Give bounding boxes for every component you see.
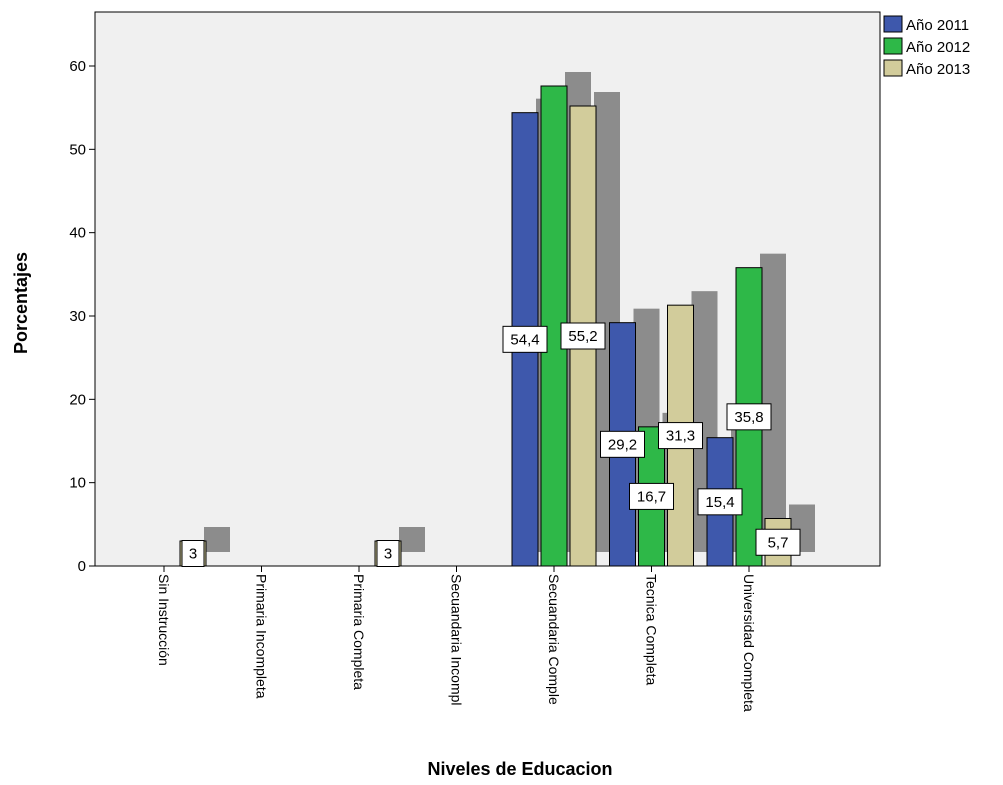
legend: Año 2011 Año 2012 Año 2013 [883, 15, 970, 78]
y-tick-label: 60 [69, 58, 86, 75]
data-label: 15,4 [697, 488, 743, 516]
y-tick-label: 20 [69, 391, 86, 408]
legend-entry: Año 2013 [883, 59, 970, 78]
data-label-box [376, 540, 400, 567]
data-label-box [697, 488, 743, 516]
y-tick-label: 0 [78, 558, 86, 575]
data-label-text: 3 [189, 546, 197, 563]
data-label-text: 15,4 [705, 494, 734, 511]
bar-shadow [760, 253, 786, 552]
legend-label: Año 2012 [906, 39, 970, 56]
data-label-text: 3 [384, 546, 392, 563]
x-category-label: Primaria Incompleta [254, 574, 270, 699]
data-label-box [560, 322, 606, 350]
data-label: 5,7 [755, 528, 801, 556]
legend-label: Año 2011 [906, 17, 969, 34]
y-axis-title: Porcentajes [11, 252, 31, 354]
bar-shadow [204, 527, 230, 552]
x-axis-title: Niveles de Educacion [427, 759, 612, 779]
y-axis: 0 10 20 30 40 50 60 [69, 58, 95, 575]
data-label-text: 35,8 [734, 409, 763, 426]
data-label-box [502, 325, 548, 353]
data-label: 3 [181, 540, 205, 567]
y-tick-label: 10 [69, 475, 86, 492]
x-axis: Sin Instrucción Primaria Incompleta Primar… [156, 566, 757, 712]
x-category-label: Universidad Completa [741, 574, 757, 712]
data-label: 54,4 [502, 325, 548, 353]
data-label-box [726, 403, 772, 431]
legend-entry: Año 2011 [883, 15, 969, 34]
data-label: 35,8 [726, 403, 772, 431]
data-label-box [600, 430, 645, 458]
x-category-label: Primaria Completa [351, 574, 367, 690]
y-tick-label: 40 [69, 225, 86, 242]
y-tick-label: 30 [69, 308, 86, 325]
legend-entry: Año 2012 [883, 37, 970, 56]
data-label: 31,3 [658, 422, 703, 450]
y-tick-label: 50 [69, 141, 86, 158]
legend-swatch [883, 37, 903, 55]
data-label-text: 16,7 [637, 488, 666, 505]
x-category-label: Secuandaria Comple [546, 574, 562, 705]
data-label-text: 5,7 [768, 534, 789, 551]
data-label-text: 55,2 [568, 328, 597, 345]
legend-swatch [883, 15, 903, 33]
x-category-label: Secuandaria Incompl [449, 574, 465, 706]
data-label-box [755, 528, 801, 556]
data-label: 29,2 [600, 430, 645, 458]
x-category-label: Sin Instrucción [156, 574, 172, 666]
data-label-box [181, 540, 205, 567]
data-label-text: 31,3 [666, 428, 695, 445]
legend-label: Año 2013 [906, 61, 970, 78]
data-labels: 54,4 29,2 15,4 16,7 35,8 3 3 55,2 31,3 5,7 [181, 322, 801, 567]
data-label-box [629, 482, 674, 510]
data-label: 3 [376, 540, 400, 567]
bar-shadow [399, 527, 425, 552]
data-label-box [658, 422, 703, 450]
x-category-label: Tecnica Completa [644, 574, 660, 685]
data-label: 16,7 [629, 482, 674, 510]
data-label-text: 29,2 [608, 436, 637, 453]
data-label-text: 54,4 [510, 331, 539, 348]
legend-swatch [883, 59, 903, 77]
data-label: 55,2 [560, 322, 606, 350]
